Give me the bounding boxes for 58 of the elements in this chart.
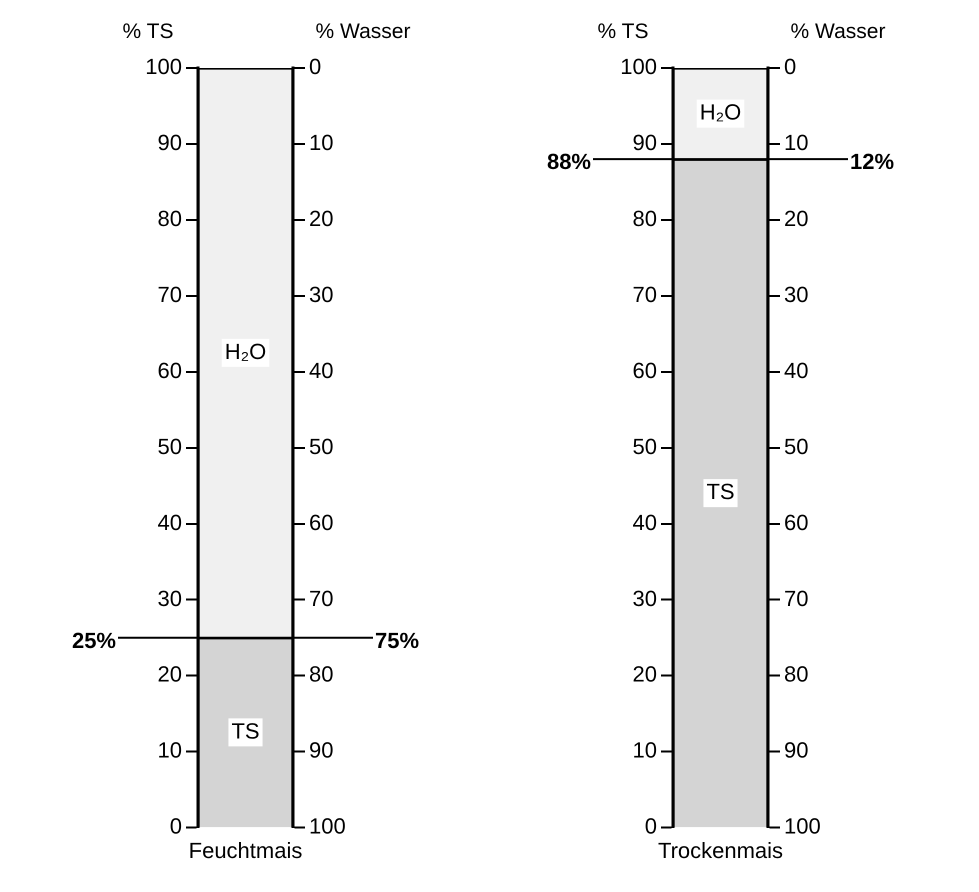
- y2-axis-title: % Wasser: [790, 20, 886, 43]
- y2-tick-label: 50: [309, 434, 334, 459]
- y-tick-label: 60: [158, 358, 182, 383]
- y2-tick-label: 10: [309, 130, 334, 156]
- series-label: H₂O: [700, 100, 742, 125]
- y-tick-label: 0: [170, 814, 182, 839]
- y-tick-label: 90: [158, 130, 182, 156]
- y2-tick-label: 30: [309, 282, 334, 307]
- y-tick-label: 30: [158, 586, 182, 611]
- y-axis-title: % TS: [122, 20, 174, 43]
- y2-tick-label: 90: [309, 738, 334, 763]
- y-tick-label: 100: [620, 54, 657, 80]
- y-tick-label: 40: [158, 510, 182, 535]
- y2-tick-label: 20: [784, 206, 808, 231]
- text: 12%: [850, 149, 894, 174]
- y-tick-label: 10: [632, 738, 657, 763]
- y2-tick-label: 10: [784, 130, 808, 156]
- y2-tick-label: 100: [784, 814, 821, 839]
- y2-tick-label: 40: [309, 358, 334, 383]
- x-tick-label: Feuchtmais: [188, 838, 302, 863]
- y2-tick-label: 60: [784, 510, 808, 535]
- y2-tick-label: 40: [784, 358, 808, 383]
- y-tick-label: 100: [145, 54, 182, 80]
- y2-axis-title: % Wasser: [316, 20, 410, 43]
- y2-tick-label: 0: [309, 54, 322, 80]
- y-tick-label: 20: [632, 662, 657, 687]
- y2-tick-label: 70: [784, 586, 808, 611]
- y-tick-label: 50: [158, 434, 182, 459]
- y-tick-label: 50: [632, 434, 657, 459]
- y2-tick-label: 80: [784, 662, 808, 687]
- series-label: H₂O: [224, 338, 266, 364]
- series-label: TS: [706, 479, 735, 504]
- ref-line-label: 25%: [72, 628, 116, 653]
- y-tick-label: 60: [632, 358, 657, 383]
- y-tick-label: 70: [632, 282, 657, 307]
- y-tick-label: 80: [158, 206, 182, 231]
- y-tick-label: 10: [158, 738, 182, 763]
- ref-line-label: 88%: [546, 149, 591, 174]
- y2-tick-label: 20: [309, 206, 334, 231]
- y-tick-label: 20: [158, 662, 182, 687]
- y-tick-label: 0: [644, 814, 657, 839]
- y-tick-label: 30: [632, 586, 657, 611]
- y-tick-label: 40: [632, 510, 657, 535]
- x-tick-label: Trockenmais: [658, 838, 784, 863]
- series-label: TS: [231, 718, 260, 744]
- y2-tick-label: 30: [784, 282, 808, 307]
- y-axis-title: % TS: [598, 20, 648, 43]
- y2-tick-label: 80: [309, 662, 334, 687]
- y2-tick-label: 60: [309, 510, 334, 535]
- y2-tick-label: 70: [309, 586, 334, 611]
- y2-tick-label: 50: [784, 434, 808, 459]
- y-tick-label: 80: [632, 206, 657, 231]
- text: 75%: [375, 628, 420, 653]
- y-tick-label: 70: [158, 282, 182, 307]
- y2-tick-label: 90: [784, 738, 808, 763]
- y-tick-label: 90: [632, 130, 657, 156]
- y2-tick-label: 0: [784, 54, 796, 80]
- y2-tick-label: 100: [309, 814, 346, 839]
